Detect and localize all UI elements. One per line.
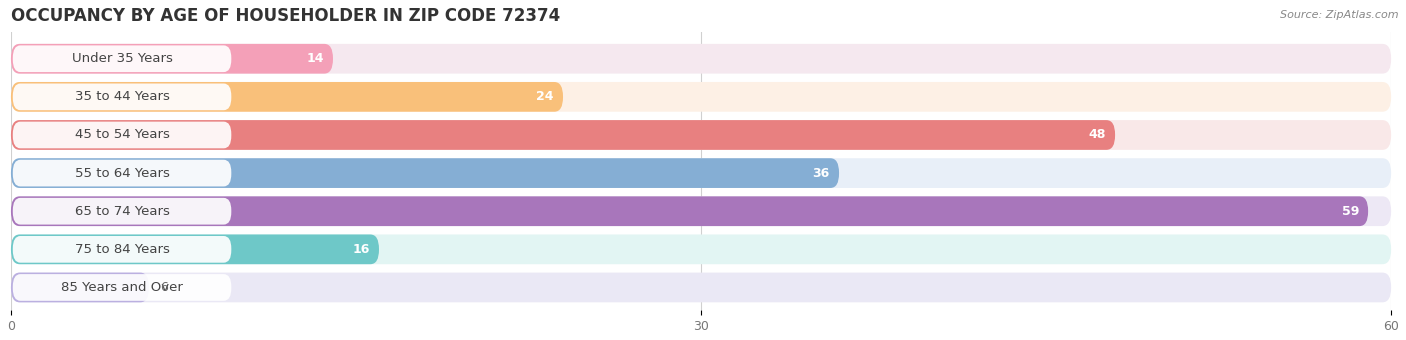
Text: 16: 16 (353, 243, 370, 256)
FancyBboxPatch shape (13, 160, 232, 186)
FancyBboxPatch shape (11, 197, 1391, 226)
Text: 36: 36 (813, 167, 830, 180)
Text: 48: 48 (1088, 129, 1107, 141)
Text: 65 to 74 Years: 65 to 74 Years (75, 205, 170, 218)
FancyBboxPatch shape (13, 198, 232, 224)
Text: 59: 59 (1341, 205, 1360, 218)
FancyBboxPatch shape (11, 82, 562, 112)
Text: 24: 24 (536, 90, 554, 103)
FancyBboxPatch shape (13, 84, 232, 110)
FancyBboxPatch shape (11, 273, 1391, 302)
Text: Source: ZipAtlas.com: Source: ZipAtlas.com (1281, 10, 1399, 20)
FancyBboxPatch shape (13, 236, 232, 263)
FancyBboxPatch shape (11, 44, 1391, 73)
FancyBboxPatch shape (11, 235, 1391, 264)
Text: 6: 6 (160, 281, 169, 294)
FancyBboxPatch shape (11, 82, 1391, 112)
FancyBboxPatch shape (11, 120, 1115, 150)
FancyBboxPatch shape (11, 273, 149, 302)
FancyBboxPatch shape (11, 120, 1391, 150)
FancyBboxPatch shape (11, 158, 1391, 188)
Text: OCCUPANCY BY AGE OF HOUSEHOLDER IN ZIP CODE 72374: OCCUPANCY BY AGE OF HOUSEHOLDER IN ZIP C… (11, 7, 560, 25)
Text: 45 to 54 Years: 45 to 54 Years (75, 129, 170, 141)
FancyBboxPatch shape (11, 235, 380, 264)
Text: Under 35 Years: Under 35 Years (72, 52, 173, 65)
Text: 85 Years and Over: 85 Years and Over (60, 281, 183, 294)
FancyBboxPatch shape (13, 274, 232, 301)
FancyBboxPatch shape (11, 44, 333, 73)
Text: 55 to 64 Years: 55 to 64 Years (75, 167, 170, 180)
FancyBboxPatch shape (13, 46, 232, 72)
FancyBboxPatch shape (11, 197, 1368, 226)
Text: 75 to 84 Years: 75 to 84 Years (75, 243, 170, 256)
FancyBboxPatch shape (13, 122, 232, 148)
Text: 14: 14 (307, 52, 323, 65)
Text: 35 to 44 Years: 35 to 44 Years (75, 90, 170, 103)
FancyBboxPatch shape (11, 158, 839, 188)
